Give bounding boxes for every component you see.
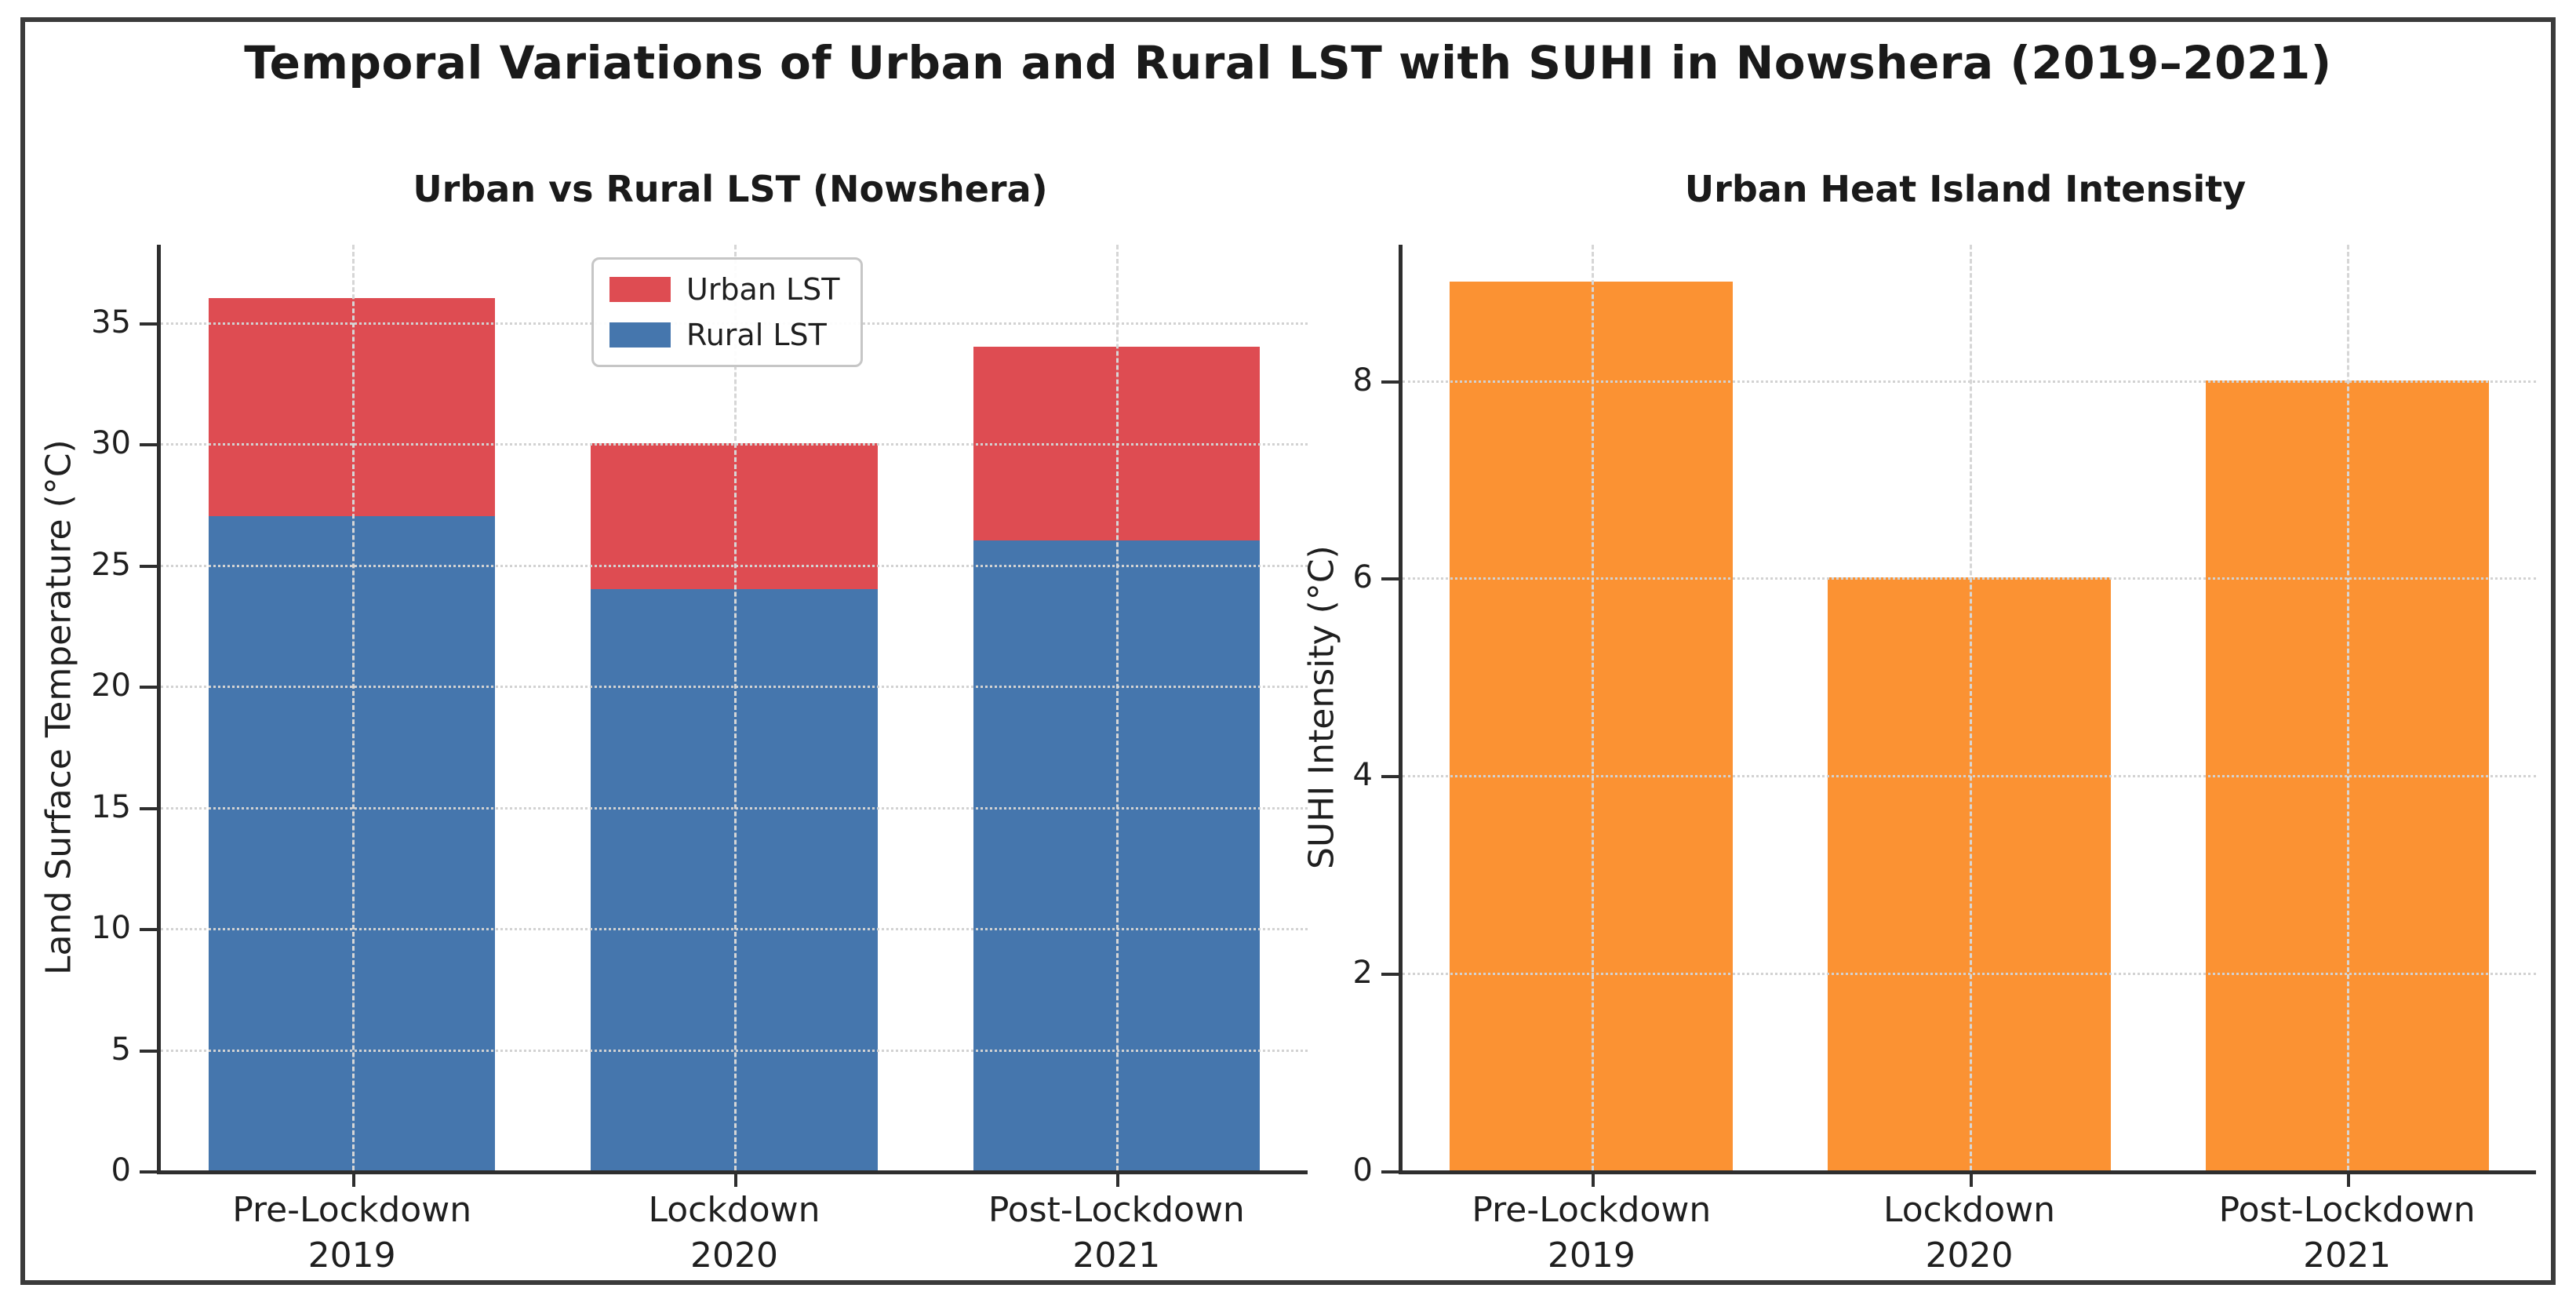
legend-item-rural-lst: Rural LST [609, 318, 840, 352]
urban-lst-swatch-icon [609, 277, 671, 302]
y-tick-label: 0 [1352, 1152, 1373, 1188]
y-tick-label: 4 [1352, 757, 1373, 794]
y-tick-label: 0 [111, 1152, 131, 1188]
chart-suhi-plot-area: 0 2 4 6 8 Pre-Lockdown 2019 Lockdown 2020 Post-Lo… [1353, 245, 2536, 1275]
chart-suhi-title: Urban Heat Island Intensity [1684, 168, 2247, 210]
y-tick-label: 6 [1352, 559, 1373, 596]
x-tick-label: Pre-Lockdown 2019 [232, 1190, 472, 1276]
figure-title: Temporal Variations of Urban and Rural L… [244, 36, 2332, 89]
y-tick-label: 25 [91, 546, 131, 583]
y-tick-mark [1381, 1170, 1403, 1174]
y-tick-label: 5 [111, 1031, 131, 1068]
chart-lst-plot-area: 0 5 10 15 20 25 30 35 Pre-Lockdown 2019 Lockdown 20… [91, 245, 1308, 1275]
y-tick-label: 2 [1352, 955, 1373, 992]
y-tick-mark [140, 1170, 161, 1174]
x-tick-label: Lockdown 2020 [1883, 1190, 2056, 1276]
y-tick-mark [140, 322, 161, 326]
y-tick-mark [140, 806, 161, 810]
gridline-vertical [2347, 245, 2350, 1170]
chart-lst-title: Urban vs Rural LST (Nowshera) [413, 168, 1048, 210]
gridline-vertical [1591, 245, 1594, 1170]
y-tick-label: 20 [91, 668, 131, 704]
legend: Urban LST Rural LST [591, 257, 863, 367]
y-tick-mark [1381, 380, 1403, 384]
y-tick-mark [140, 928, 161, 932]
x-tick-mark [734, 1174, 737, 1187]
x-tick-mark [1591, 1174, 1595, 1187]
y-tick-mark [140, 443, 161, 447]
y-tick-mark [140, 564, 161, 568]
y-tick-mark [140, 686, 161, 690]
x-tick-label: Post-Lockdown 2021 [2218, 1190, 2476, 1276]
x-tick-label: Lockdown 2020 [648, 1190, 820, 1276]
rural-lst-legend-label: Rural LST [686, 318, 827, 352]
y-tick-mark [140, 1049, 161, 1053]
x-tick-mark [2347, 1174, 2351, 1187]
x-tick-label: Pre-Lockdown 2019 [1472, 1190, 1712, 1276]
y-tick-label: 30 [91, 425, 131, 462]
y-tick-label: 10 [91, 910, 131, 947]
x-tick-mark [1116, 1174, 1120, 1187]
y-tick-label: 35 [91, 304, 131, 340]
gridline-vertical [734, 245, 737, 1170]
chart-suhi-y-axis-label: SUHI Intensity (°C) [1301, 545, 1342, 870]
y-tick-mark [1381, 577, 1403, 581]
gridline-vertical [1116, 245, 1119, 1170]
x-tick-label: Post-Lockdown 2021 [988, 1190, 1245, 1276]
rural-lst-swatch-icon [609, 322, 671, 348]
y-tick-mark [1381, 973, 1403, 977]
x-tick-mark [351, 1174, 355, 1187]
y-tick-mark [1381, 775, 1403, 779]
chart-lst-y-axis-label: Land Surface Temperature (°C) [38, 439, 79, 976]
gridline-vertical [1969, 245, 1972, 1170]
y-tick-label: 8 [1352, 362, 1373, 398]
y-tick-label: 15 [91, 788, 131, 825]
x-tick-mark [1969, 1174, 1973, 1187]
gridline-vertical [351, 245, 355, 1170]
urban-lst-legend-label: Urban LST [686, 272, 840, 307]
legend-item-urban-lst: Urban LST [609, 272, 840, 307]
